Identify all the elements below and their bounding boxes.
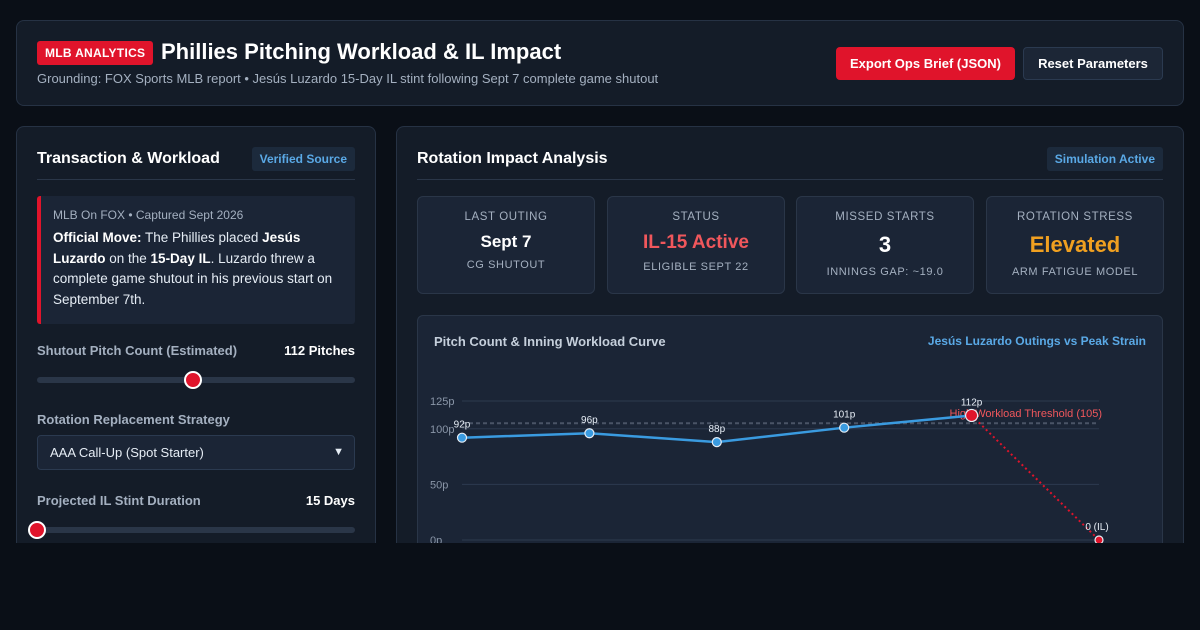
chevron-down-icon: ▼ bbox=[333, 446, 344, 458]
stat-value: Elevated bbox=[1029, 232, 1121, 257]
panel-title: Rotation Impact Analysis bbox=[417, 150, 608, 167]
il-drop-line bbox=[970, 414, 1100, 541]
verified-source-tag: Verified Source bbox=[251, 147, 355, 171]
il-data-point bbox=[1094, 535, 1104, 543]
chart-title: Pitch Count & Inning Workload Curve bbox=[434, 334, 666, 349]
data-label: 112p bbox=[961, 397, 983, 408]
stat-label: ROTATION STRESS bbox=[1017, 211, 1133, 223]
data-point bbox=[584, 428, 595, 439]
il-duration-slider-thumb[interactable] bbox=[28, 521, 46, 539]
pitch-count-value: 112 Pitches bbox=[284, 343, 355, 358]
divider bbox=[417, 179, 1163, 180]
peak-data-point bbox=[964, 408, 979, 423]
stat-sub: ARM FATIGUE MODEL bbox=[1011, 266, 1139, 278]
rotation-impact-panel: Rotation Impact Analysis Simulation Acti… bbox=[396, 126, 1184, 543]
data-label: 92p bbox=[454, 420, 471, 431]
note-player: Jesús Luzardo bbox=[53, 230, 301, 266]
replacement-strategy-select[interactable]: AAA Call-Up (Spot Starter) ▼ bbox=[37, 435, 355, 470]
stat-card-missed-starts: MISSED STARTS 3 INNINGS GAP: ~19.0 bbox=[796, 196, 974, 294]
note-il: 15-Day IL bbox=[150, 250, 211, 266]
y-tick-label: 0p bbox=[430, 535, 442, 543]
y-tick-label: 100p bbox=[430, 424, 454, 436]
workload-chart-card: Pitch Count & Inning Workload Curve Jesú… bbox=[417, 315, 1163, 543]
strategy-label: Rotation Replacement Strategy bbox=[37, 412, 230, 427]
category-badge: MLB ANALYTICS bbox=[37, 41, 154, 65]
data-point bbox=[839, 422, 850, 433]
transaction-note: MLB On FOX • Captured Sept 2026 Official… bbox=[37, 196, 355, 324]
stat-label: STATUS bbox=[672, 211, 720, 223]
stat-value: Sept 7 bbox=[480, 232, 532, 251]
panel-title: Transaction & Workload bbox=[37, 150, 220, 167]
stat-card-last-outing: LAST OUTING Sept 7 CG SHUTOUT bbox=[417, 196, 595, 294]
divider bbox=[37, 179, 355, 180]
page-header: MLB ANALYTICS Phillies Pitching Workload… bbox=[16, 20, 1184, 106]
y-tick-label: 125p bbox=[430, 396, 454, 408]
pitch-count-slider[interactable] bbox=[37, 371, 355, 389]
stat-value: IL-15 Active bbox=[643, 232, 749, 253]
export-ops-brief-button[interactable]: Export Ops Brief (JSON) bbox=[836, 47, 1015, 80]
y-tick-label: 50p bbox=[430, 479, 448, 491]
page-title: Phillies Pitching Workload & IL Impact bbox=[161, 39, 562, 64]
stat-sub: CG SHUTOUT bbox=[466, 259, 546, 271]
transaction-workload-panel: Transaction & Workload Verified Source M… bbox=[16, 126, 376, 543]
il-duration-value: 15 Days bbox=[305, 493, 355, 508]
note-body: Official Move: The Phillies placed Jesús… bbox=[53, 228, 343, 310]
stat-card-rotation-stress: ROTATION STRESS Elevated ARM FATIGUE MOD… bbox=[986, 196, 1164, 294]
threshold-label: High Workload Threshold (105) bbox=[950, 408, 1102, 420]
stat-sub: INNINGS GAP: ~19.0 bbox=[826, 266, 944, 278]
simulation-active-tag: Simulation Active bbox=[1046, 147, 1163, 171]
pitch-count-label: Shutout Pitch Count (Estimated) bbox=[37, 343, 238, 358]
stat-label: MISSED STARTS bbox=[835, 211, 935, 223]
pitch-count-slider-thumb[interactable] bbox=[183, 371, 202, 389]
reset-parameters-button[interactable]: Reset Parameters bbox=[1023, 47, 1163, 80]
page-subtitle: Grounding: FOX Sports MLB report • Jesús… bbox=[37, 71, 659, 86]
note-text-1: The Phillies placed bbox=[141, 230, 263, 245]
data-point bbox=[711, 437, 722, 448]
note-text-3: . Luzardo threw a complete game shutout … bbox=[53, 250, 333, 307]
il-duration-label: Projected IL Stint Duration bbox=[37, 493, 201, 508]
note-text-2: on the bbox=[105, 250, 151, 266]
il-duration-slider[interactable] bbox=[28, 521, 355, 539]
data-label: 88p bbox=[708, 424, 725, 435]
stat-card-status: STATUS IL-15 Active ELIGIBLE SEPT 22 bbox=[607, 196, 785, 294]
strategy-selected-value: AAA Call-Up (Spot Starter) bbox=[50, 445, 204, 460]
chart-legend: Jesús Luzardo Outings vs Peak Strain bbox=[927, 334, 1146, 348]
workload-line-chart: 0p 50p 100p 125p High Workload Threshold (10… bbox=[430, 396, 1109, 543]
note-lead: Official Move: bbox=[53, 230, 142, 245]
data-label: 101p bbox=[833, 410, 856, 421]
stat-sub: ELIGIBLE SEPT 22 bbox=[643, 261, 749, 273]
data-label: 0 (IL) bbox=[1085, 522, 1108, 533]
data-label: 96p bbox=[581, 415, 598, 426]
stat-value: 3 bbox=[878, 232, 892, 257]
stat-label: LAST OUTING bbox=[464, 211, 548, 223]
data-point bbox=[456, 432, 468, 443]
note-meta: MLB On FOX • Captured Sept 2026 bbox=[53, 208, 244, 222]
